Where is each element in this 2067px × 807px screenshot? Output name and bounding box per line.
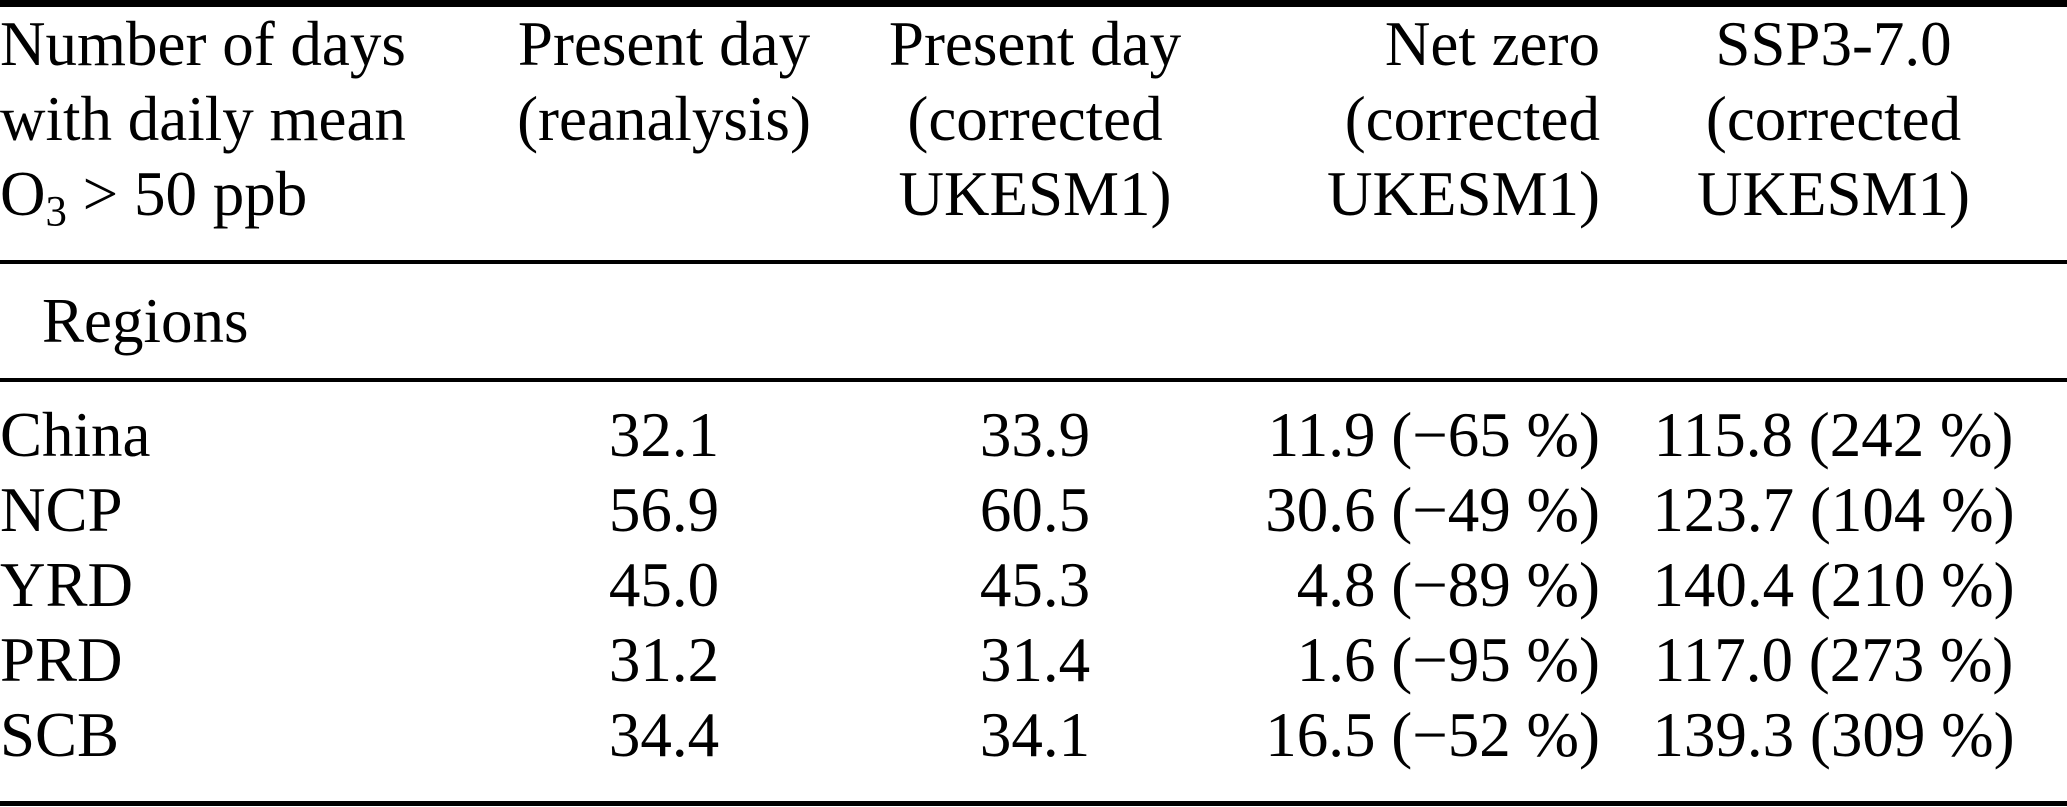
header-ssp370: SSP3-7.0 (corrected UKESM1) xyxy=(1600,3,2067,264)
chem-subscript: 3 xyxy=(45,188,67,236)
present-ukesm1-cell: 33.9 xyxy=(979,400,1091,470)
present-ukesm1-cell: 34.1 xyxy=(979,700,1091,770)
present-reanalysis-cell: 31.2 xyxy=(608,625,720,695)
net-zero-cell: 11.9 (−65 %) xyxy=(1267,400,1600,470)
header-line: UKESM1) xyxy=(1696,159,1970,229)
present-reanalysis-cell: 56.9 xyxy=(608,475,720,545)
header-line: UKESM1) xyxy=(898,159,1172,229)
header-line: (corrected xyxy=(1344,84,1600,154)
header-line: Present day xyxy=(517,9,811,79)
header-line: SSP3-7.0 xyxy=(1715,9,1952,79)
ssp370-cell: 115.8 (242 %) xyxy=(1653,400,2014,470)
present-reanalysis-cell: 34.4 xyxy=(608,700,720,770)
table-row-prd: PRD 31.2 31.4 1.6 (−95 %) 117.0 (273 %) xyxy=(0,623,2067,698)
net-zero-cell: 16.5 (−52 %) xyxy=(1265,700,1600,770)
threshold-text: > 50 ppb xyxy=(66,159,308,229)
net-zero-cell: 4.8 (−89 %) xyxy=(1296,550,1600,620)
region-cell: China xyxy=(0,400,151,470)
ssp370-cell: 140.4 (210 %) xyxy=(1652,550,2015,620)
section-label: Regions xyxy=(0,262,2067,382)
header-metric: Number of days with daily mean O3 > 50 p… xyxy=(0,3,500,264)
header-line: (reanalysis) xyxy=(517,84,811,154)
present-ukesm1-cell: 31.4 xyxy=(979,625,1091,695)
header-net-zero: Net zero (corrected UKESM1) xyxy=(1242,3,1600,264)
header-line: Present day xyxy=(888,9,1182,79)
table-row-ncp: NCP 56.9 60.5 30.6 (−49 %) 123.7 (104 %) xyxy=(0,473,2067,548)
header-row: Number of days with daily mean O3 > 50 p… xyxy=(0,3,2067,264)
header-line: (corrected xyxy=(1705,84,1962,154)
region-cell: YRD xyxy=(0,550,134,620)
ssp370-cell: 139.3 (309 %) xyxy=(1652,700,2015,770)
header-metric-line2: with daily mean xyxy=(0,84,406,154)
header-present-reanalysis: Present day (reanalysis) xyxy=(500,3,828,264)
net-zero-cell: 1.6 (−95 %) xyxy=(1296,625,1600,695)
header-line: Net zero xyxy=(1384,9,1600,79)
table-row-china: China 32.1 33.9 11.9 (−65 %) 115.8 (242 … xyxy=(0,380,2067,473)
region-cell: PRD xyxy=(0,625,123,695)
header-metric-line3: O3 > 50 ppb xyxy=(0,157,500,234)
chem-symbol: O xyxy=(0,159,46,229)
present-ukesm1-cell: 60.5 xyxy=(979,475,1091,545)
net-zero-cell: 30.6 (−49 %) xyxy=(1265,475,1600,545)
region-cell: NCP xyxy=(0,475,123,545)
header-metric-line1: Number of days xyxy=(0,9,406,79)
region-cell: SCB xyxy=(0,700,120,770)
table-row-yrd: YRD 45.0 45.3 4.8 (−89 %) 140.4 (210 %) xyxy=(0,548,2067,623)
section-row-regions: Regions xyxy=(0,262,2067,382)
present-reanalysis-cell: 32.1 xyxy=(608,400,720,470)
header-present-ukesm1: Present day (corrected UKESM1) xyxy=(828,3,1242,264)
present-reanalysis-cell: 45.0 xyxy=(608,550,720,620)
header-line: UKESM1) xyxy=(1326,159,1600,229)
ssp370-cell: 117.0 (273 %) xyxy=(1653,625,2014,695)
header-line: (corrected xyxy=(907,84,1163,154)
present-ukesm1-cell: 45.3 xyxy=(979,550,1091,620)
ssp370-cell: 123.7 (104 %) xyxy=(1652,475,2015,545)
table-row-scb: SCB 34.4 34.1 16.5 (−52 %) 139.3 (309 %) xyxy=(0,698,2067,804)
